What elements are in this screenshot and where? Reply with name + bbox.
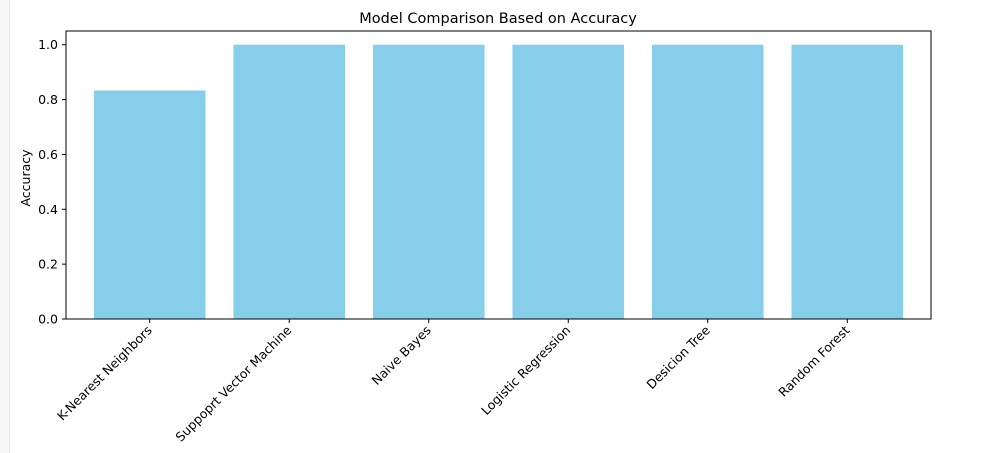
bar-0 (93, 90, 206, 320)
x-tick-label: Logistic Regression (478, 323, 573, 418)
x-axis: K-Nearest Neighbors Suppoprt Vector Machi… (54, 319, 852, 444)
left-panel-strip (0, 0, 10, 453)
x-tick-label: K-Nearest Neighbors (54, 323, 155, 424)
y-tick-label: 0.2 (38, 257, 58, 272)
y-tick-label: 0.8 (38, 92, 58, 107)
x-tick-label: Naive Bayes (369, 323, 434, 388)
y-tick-label: 1.0 (38, 37, 58, 52)
plot-frame (65, 30, 932, 320)
chart-title: Model Comparison Based on Accuracy (359, 11, 637, 27)
y-axis-label: Accuracy (18, 149, 33, 207)
y-tick-label: 0.0 (38, 312, 58, 327)
x-tick-label: Desicion Tree (643, 322, 713, 392)
y-tick-label: 0.6 (38, 147, 58, 162)
bar-4 (651, 44, 764, 319)
bar-2 (372, 44, 485, 319)
x-tick-label: Random Forest (775, 322, 852, 399)
x-tick-label: Suppoprt Vector Machine (172, 322, 294, 444)
bar-3 (512, 44, 625, 319)
y-axis: 0.0 0.2 0.4 0.6 0.8 1.0 (38, 37, 66, 327)
bar-1 (233, 44, 346, 319)
bar-5 (791, 44, 904, 319)
bars-group (93, 44, 904, 320)
y-tick-label: 0.4 (38, 202, 58, 217)
